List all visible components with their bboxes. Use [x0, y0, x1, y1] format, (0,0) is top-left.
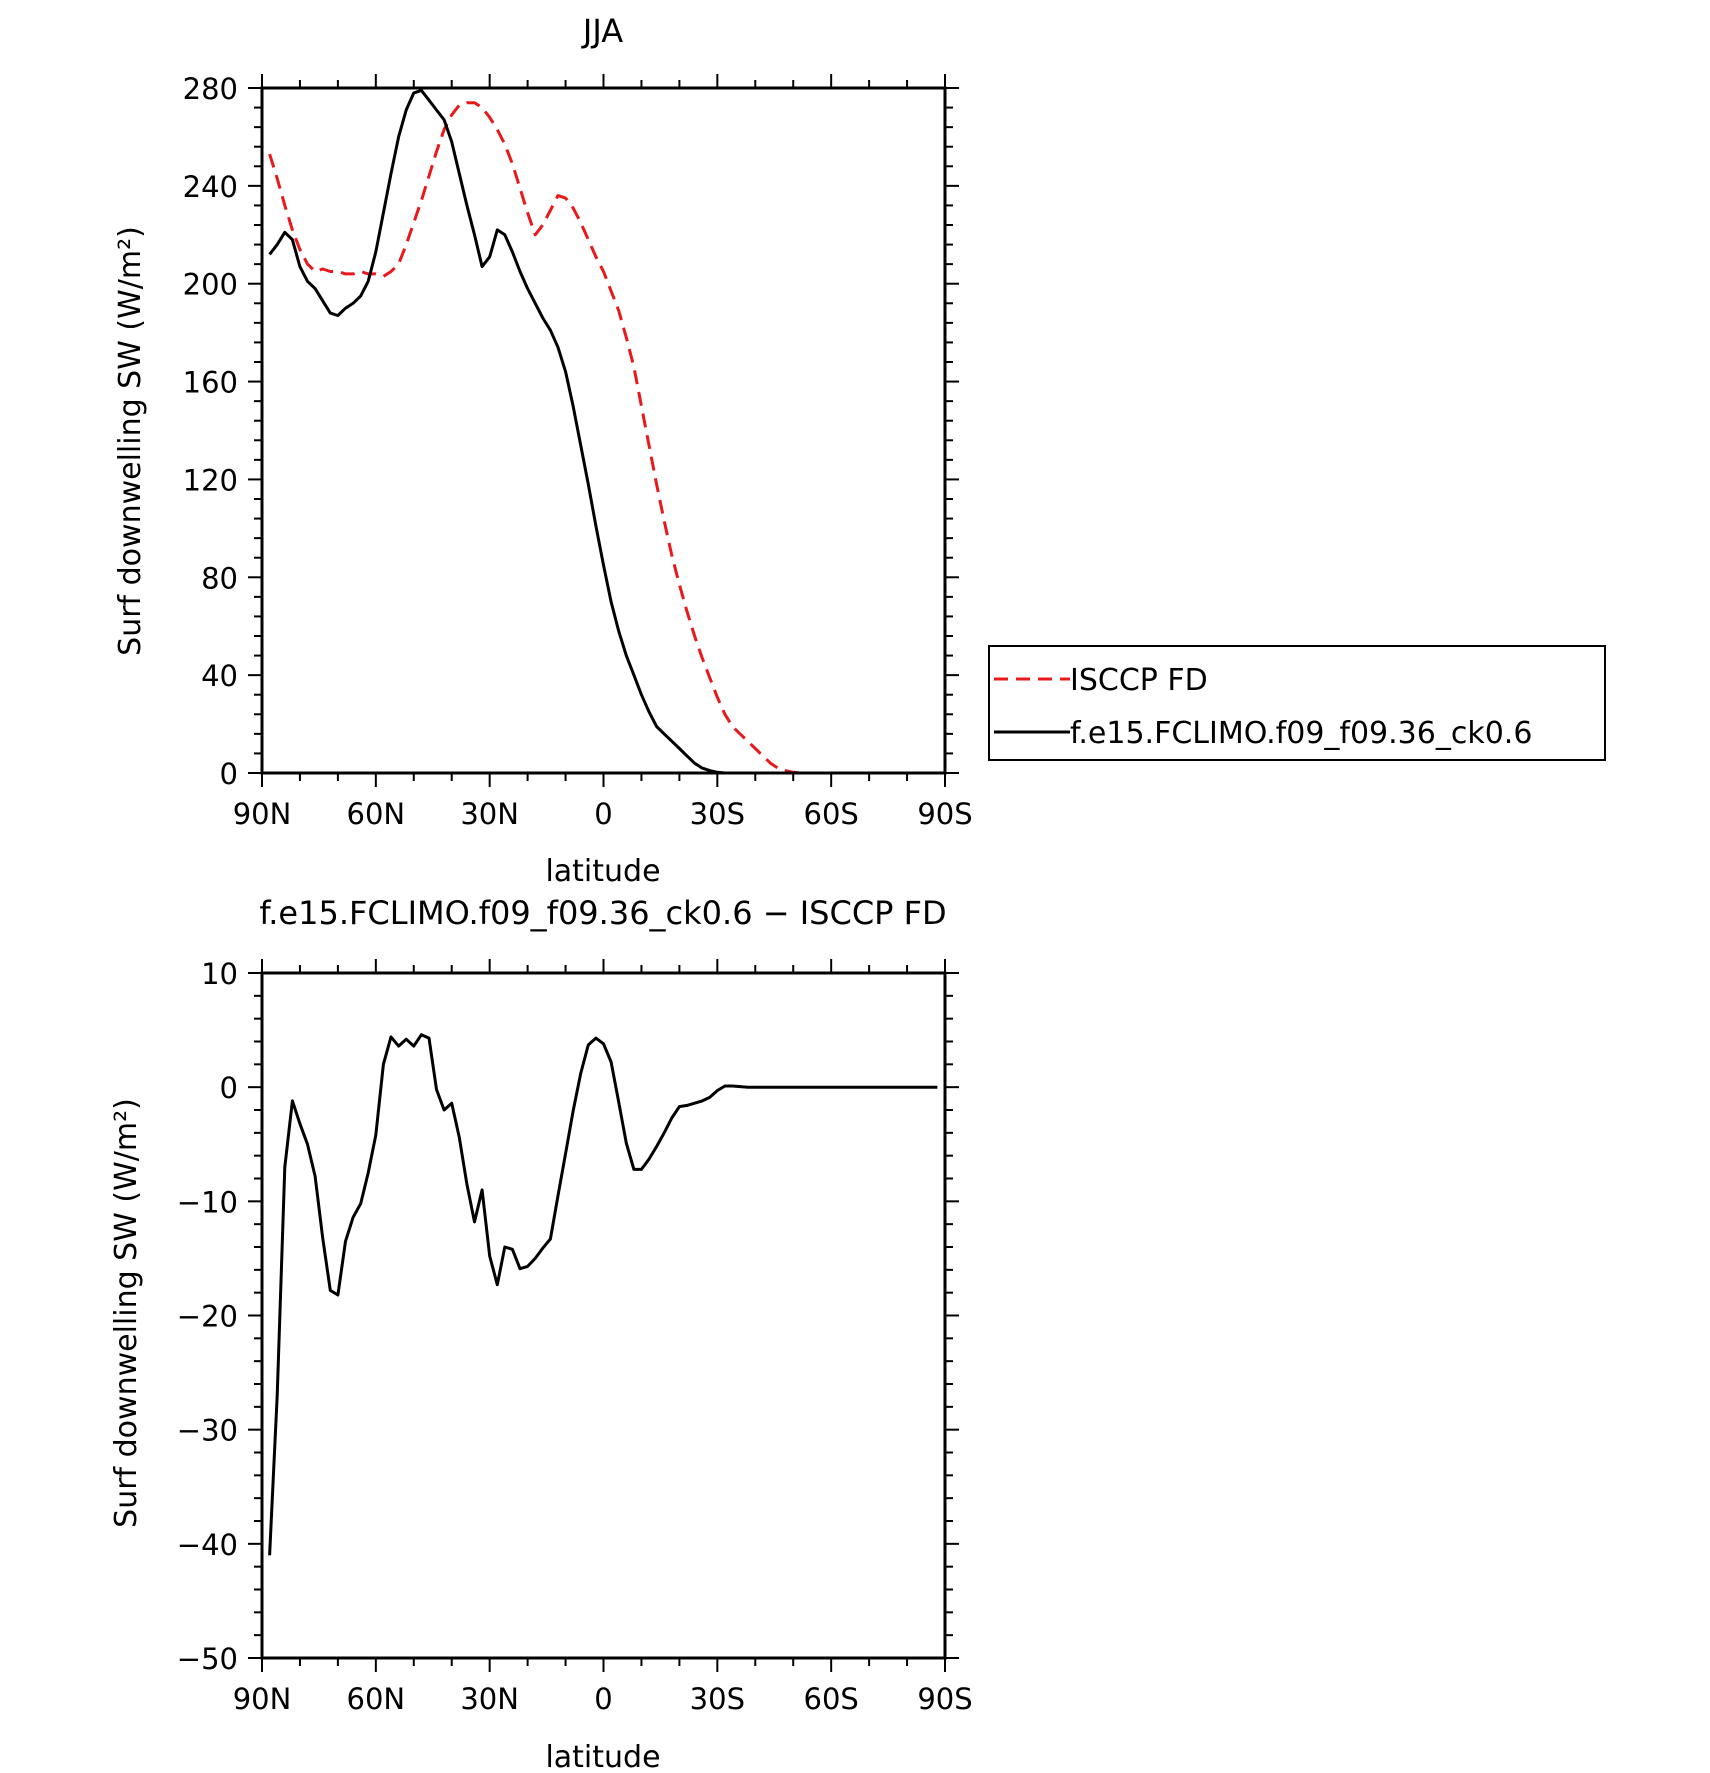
legend-label-isccp: ISCCP FD: [1070, 663, 1208, 698]
top-x-axis-label: latitude: [545, 854, 660, 889]
bottom-y-tick-label: −10: [177, 1185, 238, 1219]
top-x-tick-label: 90S: [917, 797, 972, 831]
bottom-y-tick-label: −30: [177, 1414, 238, 1448]
bottom-x-tick-label: 90N: [233, 1682, 292, 1716]
top-series-line-isccp: [268, 101, 938, 775]
top-y-tick-label: 120: [183, 463, 238, 497]
bottom-chart-title: f.e15.FCLIMO.f09_f09.36_ck0.6 − ISCCP FD: [259, 894, 946, 932]
bottom-x-tick-label: 0: [594, 1682, 612, 1716]
top-x-tick-label: 60S: [804, 797, 859, 831]
legend: ISCCP FD f.e15.FCLIMO.f09_f09.36_ck0.6: [988, 645, 1606, 761]
top-y-tick-label: 240: [183, 170, 238, 204]
bottom-x-tick-label: 60N: [347, 1682, 406, 1716]
top-x-tick-label: 90N: [233, 797, 292, 831]
bottom-series-line-model: [268, 1033, 938, 1556]
top-y-tick-label: 280: [183, 72, 238, 106]
top-y-tick-label: 40: [201, 659, 238, 693]
top-y-tick-label: 0: [220, 757, 238, 791]
legend-box: [988, 645, 1606, 761]
bottom-y-tick-label: 10: [201, 957, 238, 991]
top-x-tick-label: 60N: [347, 797, 406, 831]
bottom-y-tick-label: −40: [177, 1528, 238, 1562]
bottom-y-axis-label: Surf downwelling SW (W/m²): [109, 1098, 144, 1528]
bottom-x-tick-label: 30S: [690, 1682, 745, 1716]
top-series-line-model: [268, 88, 938, 775]
bottom-plot-area: 90N 60N 30N 0 30S 60S 90S −50 −40 −30 −20 −10 0 10: [177, 957, 973, 1716]
bottom-y-tick-label: −50: [177, 1642, 238, 1676]
top-y-tick-label: 160: [183, 366, 238, 400]
bottom-x-axis-label: latitude: [545, 1740, 660, 1773]
bottom-panel: f.e15.FCLIMO.f09_f09.36_ck0.6 − ISCCP FD…: [109, 894, 973, 1773]
top-plot-frame: [260, 86, 947, 775]
top-y-tick-label: 200: [183, 268, 238, 302]
top-chart-title: JJA: [581, 12, 623, 50]
bottom-x-tick-label: 90S: [917, 1682, 972, 1716]
top-y-axis-label: Surf downwelling SW (W/m²): [113, 226, 148, 656]
top-y-tick-label: 80: [201, 561, 238, 595]
top-x-tick-label: 30N: [460, 797, 519, 831]
bottom-y-tick-label: 0: [220, 1071, 238, 1105]
top-panel: JJA 90N 60N 30N 0 30S 60S 90S 0 40 80 120 160 200 240…: [113, 12, 1606, 889]
top-x-tick-label: 0: [594, 797, 612, 831]
bottom-x-tick-label: 60S: [804, 1682, 859, 1716]
top-plot-area: 90N 60N 30N 0 30S 60S 90S 0 40 80 120 160 200 240 280: [183, 72, 973, 831]
top-x-tick-label: 30S: [690, 797, 745, 831]
bottom-y-tick-label: −20: [177, 1300, 238, 1334]
bottom-plot-frame: [260, 971, 947, 1660]
bottom-x-tick-label: 30N: [460, 1682, 519, 1716]
legend-label-model: f.e15.FCLIMO.f09_f09.36_ck0.6: [1070, 716, 1532, 751]
